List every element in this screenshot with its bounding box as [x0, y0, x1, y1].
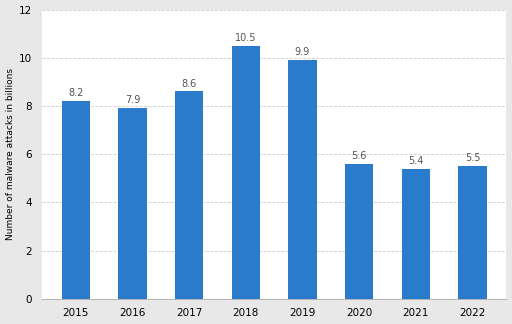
Text: 7.9: 7.9: [125, 96, 140, 106]
Bar: [61, 101, 90, 299]
Text: 8.2: 8.2: [68, 88, 83, 98]
Text: 5.5: 5.5: [465, 153, 480, 163]
Bar: [118, 108, 146, 299]
Bar: [175, 91, 203, 299]
Text: 9.9: 9.9: [295, 47, 310, 57]
Bar: [345, 164, 373, 299]
Text: 8.6: 8.6: [181, 79, 197, 88]
Bar: [288, 60, 316, 299]
Bar: [401, 168, 430, 299]
Text: 5.4: 5.4: [408, 156, 423, 166]
Text: 5.6: 5.6: [351, 151, 367, 161]
Bar: [458, 166, 486, 299]
Text: 10.5: 10.5: [235, 33, 257, 43]
Y-axis label: Number of malware attacks in billions: Number of malware attacks in billions: [6, 68, 14, 240]
Bar: [231, 46, 260, 299]
